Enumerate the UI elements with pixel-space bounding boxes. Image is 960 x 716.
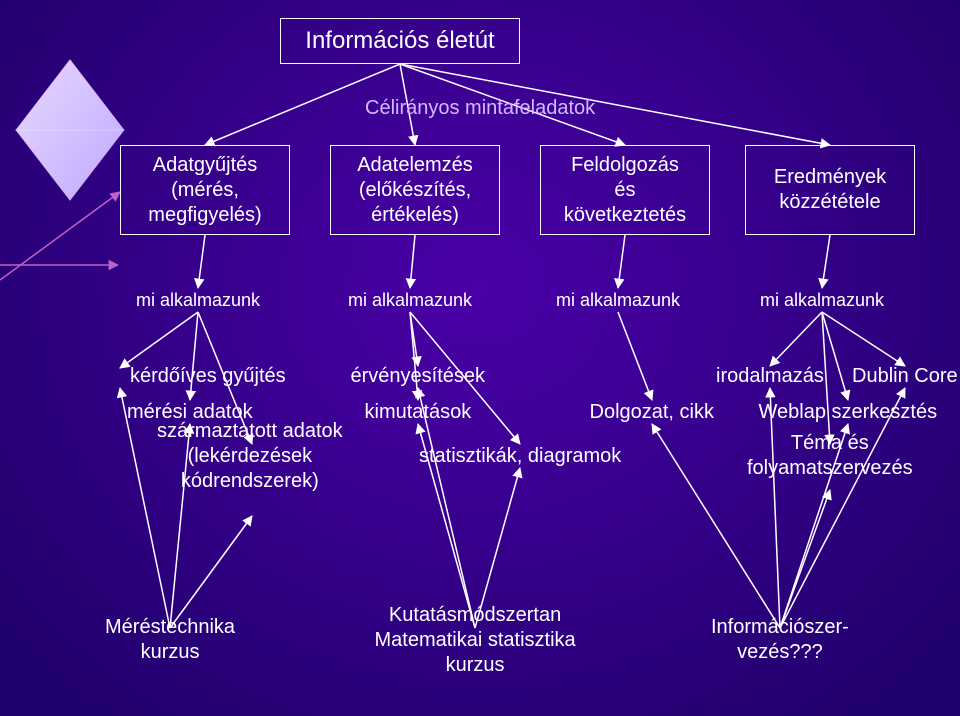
diagram-label: mi alkalmazunk xyxy=(556,289,680,312)
box-text: Eredmények közzététele xyxy=(774,165,886,215)
diagram-box: Feldolgozás és következtetés xyxy=(540,145,710,235)
diagram-box: Eredmények közzététele xyxy=(745,145,915,235)
diagram-label: Kutatásmódszertan Matematikai statisztik… xyxy=(375,603,576,678)
box-text: Adatgyűjtés (mérés, megfigyelés) xyxy=(148,153,261,228)
diagram-label: Információszer- vezés??? xyxy=(711,615,849,665)
diagram-box: Információs életút xyxy=(280,18,520,64)
diagram-label: mi alkalmazunk xyxy=(136,289,260,312)
diagram-label: mi alkalmazunk xyxy=(760,289,884,312)
box-text: Információs életút xyxy=(305,26,494,56)
diagram-label: mi alkalmazunk xyxy=(348,289,472,312)
diagram-label: kérdőíves gyűjtés xyxy=(130,364,286,389)
diagram-label: Célirányos mintafeladatok xyxy=(365,96,595,121)
diagram-label: statisztikák, diagramok xyxy=(419,444,621,469)
diagram-label: kimutatások xyxy=(365,400,472,425)
diagram-label: Weblap szerkesztés xyxy=(759,400,938,425)
diagram-box: Adatelemzés (előkészítés, értékelés) xyxy=(330,145,500,235)
diagram-label: Méréstechnika kurzus xyxy=(105,615,235,665)
diagram-box: Adatgyűjtés (mérés, megfigyelés) xyxy=(120,145,290,235)
diagram-label: Dublin Core xyxy=(852,364,958,389)
box-text: Adatelemzés (előkészítés, értékelés) xyxy=(357,153,473,228)
box-text: Feldolgozás és következtetés xyxy=(564,153,686,228)
diagram-label: Dolgozat, cikk xyxy=(590,400,715,425)
diagram-label: érvényesítések xyxy=(351,364,486,389)
diagram-label: származtatott adatok (lekérdezések kódre… xyxy=(157,419,343,494)
diagram-label: Téma és folyamatszervezés xyxy=(747,431,913,481)
diagram-label: irodalmazás xyxy=(716,364,824,389)
